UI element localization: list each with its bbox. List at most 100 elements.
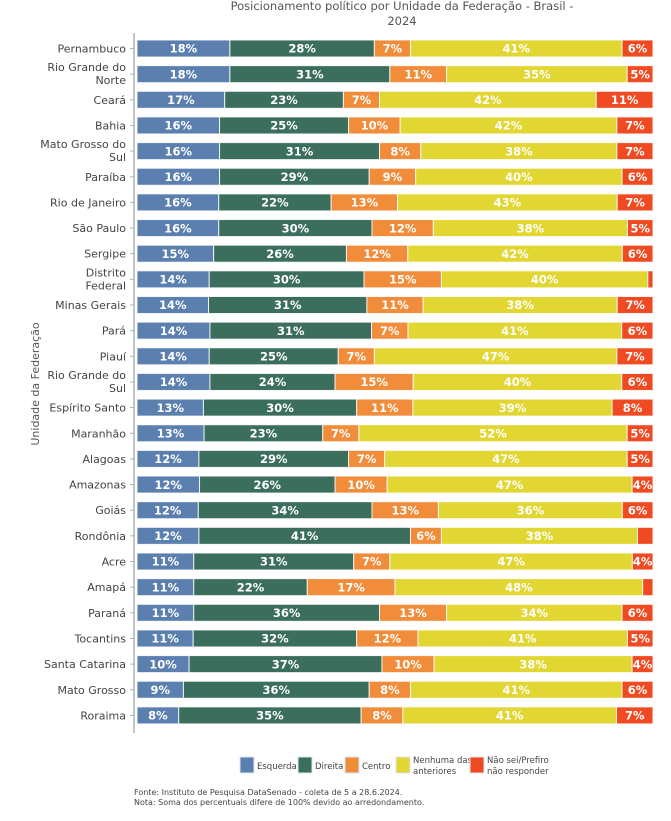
data-label: 6% xyxy=(416,529,436,543)
legend-swatch xyxy=(395,756,411,774)
data-label: 13% xyxy=(157,426,185,440)
data-label: 13% xyxy=(351,196,379,210)
legend-item: Direita xyxy=(297,756,343,774)
bar-row: 12% 29% 7% 47% 5% xyxy=(136,449,654,468)
data-label: 26% xyxy=(266,247,294,261)
data-label: 5% xyxy=(630,632,650,646)
data-label: 12% xyxy=(374,632,402,646)
legend-item: Nenhuma das anteriores xyxy=(395,756,473,777)
data-label: 7% xyxy=(625,298,645,312)
data-label: 38% xyxy=(506,298,534,312)
bar-segment xyxy=(626,65,654,84)
data-label: 40% xyxy=(531,273,559,287)
data-label: 42% xyxy=(495,119,523,133)
bar-segment xyxy=(631,655,654,674)
y-tick-label: Roraima xyxy=(80,709,126,722)
bar-row: 18% 28% 7% 41% 6% xyxy=(136,39,654,58)
data-label: 12% xyxy=(389,221,417,235)
data-label: 9% xyxy=(383,170,403,184)
bar-segment xyxy=(621,244,654,263)
bar-row: 12% 34% 13% 36% 6% xyxy=(136,501,654,520)
y-tick-label: Tocantins xyxy=(74,632,127,645)
data-label: 52% xyxy=(479,426,507,440)
data-label: 30% xyxy=(282,221,310,235)
bars: 18% 28% 7% 41% 6% 18% 31% 11% 35% 5% 17% 23% 7% 42% 11… xyxy=(136,39,654,725)
data-label: 41% xyxy=(496,709,524,723)
bar-segment xyxy=(621,39,654,58)
data-label: 39% xyxy=(499,401,527,415)
bar-row: 12% 41% 6% 38% xyxy=(136,526,654,545)
y-tick-label: Mato Grosso do Sul xyxy=(40,138,126,164)
data-label: 6% xyxy=(628,42,648,56)
chart-title: Posicionamento político por Unidade da F… xyxy=(231,0,574,28)
legend-item: Centro xyxy=(344,756,390,774)
data-label: 31% xyxy=(274,298,302,312)
y-tick-label: Sergipe xyxy=(84,248,126,261)
bar-segment xyxy=(616,142,654,161)
legend: Esquerda Direita Centro Nenhuma das anterior… xyxy=(239,756,549,777)
data-label: 6% xyxy=(628,503,648,517)
data-label: 14% xyxy=(160,324,188,338)
data-label: 5% xyxy=(630,452,650,466)
data-label: 14% xyxy=(160,375,188,389)
bar-segment xyxy=(616,347,654,366)
data-label: 6% xyxy=(628,324,648,338)
bar-row: 13% 30% 11% 39% 8% xyxy=(136,398,654,417)
y-tick-label: Espírito Santo xyxy=(49,402,126,415)
legend-swatch xyxy=(469,756,485,774)
chart-title-line: 2024 xyxy=(387,14,416,28)
y-tick-label: Amapá xyxy=(87,581,126,594)
data-label: 36% xyxy=(263,683,291,697)
y-tick-label: Piauí xyxy=(100,350,127,363)
legend-swatch xyxy=(297,756,313,774)
bar-row: 11% 36% 13% 34% 6% xyxy=(136,603,654,622)
data-label: 38% xyxy=(526,529,554,543)
data-label: 17% xyxy=(337,580,365,594)
legend-label: Nenhuma das anteriores xyxy=(413,756,473,777)
legend-label: Esquerda xyxy=(257,762,297,772)
data-label: 30% xyxy=(266,401,294,415)
legend-label: Centro xyxy=(362,762,390,772)
data-label: 10% xyxy=(149,657,177,671)
data-label: 6% xyxy=(628,683,648,697)
bar-row: 16% 25% 10% 42% 7% xyxy=(136,116,654,135)
data-label: 40% xyxy=(504,375,532,389)
bar-row: 13% 23% 7% 52% 5% xyxy=(136,424,654,443)
data-label: 7% xyxy=(383,42,403,56)
data-label: 41% xyxy=(509,632,537,646)
footnote: Nota: Soma dos percentuais difere de 100… xyxy=(134,798,424,807)
data-label: 23% xyxy=(250,426,278,440)
bar-segment xyxy=(647,270,654,289)
legend-item: Esquerda xyxy=(239,756,297,774)
legend-swatch xyxy=(344,756,360,774)
data-label: 30% xyxy=(273,273,301,287)
data-label: 28% xyxy=(288,42,316,56)
bar-row: 14% 31% 11% 38% 7% xyxy=(136,296,654,314)
data-label: 34% xyxy=(271,503,299,517)
data-label: 7% xyxy=(625,350,645,364)
data-label: 26% xyxy=(254,478,282,492)
data-label: 31% xyxy=(260,555,288,569)
data-label: 15% xyxy=(389,273,417,287)
data-label: 24% xyxy=(259,375,287,389)
bar-segment xyxy=(611,398,654,417)
bar-row: 16% 29% 9% 40% 6% xyxy=(136,167,654,186)
data-label: 25% xyxy=(260,350,288,364)
data-label: 7% xyxy=(625,196,645,210)
data-label: 16% xyxy=(164,221,192,235)
data-label: 35% xyxy=(256,709,284,723)
data-label: 7% xyxy=(357,452,377,466)
y-tick-label: Rondônia xyxy=(75,530,126,543)
data-label: 6% xyxy=(628,606,648,620)
data-label: 16% xyxy=(165,119,193,133)
data-label: 36% xyxy=(273,606,301,620)
data-label: 16% xyxy=(164,196,192,210)
bar-segment xyxy=(631,552,654,571)
data-label: 10% xyxy=(394,657,422,671)
bar-segment xyxy=(621,680,654,699)
data-label: 11% xyxy=(152,555,180,569)
y-tick-label: Rio Grande do Sul xyxy=(47,369,126,395)
data-label: 47% xyxy=(482,350,510,364)
data-label: 22% xyxy=(237,580,265,594)
